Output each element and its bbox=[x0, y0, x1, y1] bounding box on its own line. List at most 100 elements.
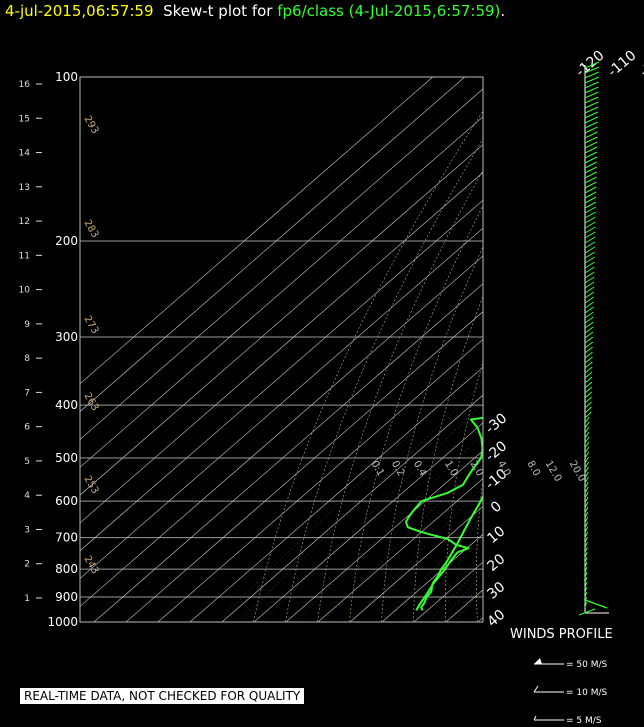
wind-barb bbox=[584, 161, 598, 169]
pressure-tick-label: 700 bbox=[55, 531, 78, 545]
isotherm-right-label: 30 bbox=[484, 579, 508, 603]
isotherm-right-label: -30 bbox=[483, 410, 511, 437]
wind-barb bbox=[584, 346, 593, 354]
wind-barb bbox=[584, 586, 588, 594]
isotherm-right-label: 10 bbox=[484, 523, 508, 547]
isotherm-line bbox=[125, 311, 483, 622]
wind-barb bbox=[584, 141, 598, 149]
wind-barb bbox=[584, 66, 600, 74]
dry-adiabat-line bbox=[563, 77, 644, 622]
wind-barb bbox=[584, 71, 599, 79]
isotherm-line bbox=[80, 77, 465, 412]
height-tick-label: 14 bbox=[19, 149, 31, 159]
height-tick-label: 9 bbox=[24, 320, 30, 330]
pressure-tick-label: 800 bbox=[55, 562, 78, 576]
wind-barb bbox=[584, 306, 594, 314]
isotherm-line bbox=[317, 478, 483, 622]
mixing-ratio-label: 2.0 bbox=[468, 459, 485, 478]
wind-barb bbox=[584, 566, 588, 574]
title-period: . bbox=[500, 2, 506, 20]
isotherm-line bbox=[157, 338, 483, 622]
isotherm-line bbox=[80, 88, 483, 440]
pressure-tick-label: 1000 bbox=[47, 615, 78, 629]
wind-barb bbox=[584, 541, 588, 549]
title-source: fp6/class (4-Jul-2015,6:57:59) bbox=[277, 2, 501, 20]
wind-barb bbox=[584, 251, 596, 259]
legend-pennant-flag bbox=[534, 658, 542, 664]
wind-barb bbox=[584, 241, 596, 249]
dry-adiabat-line bbox=[285, 138, 483, 622]
isotherm-line bbox=[285, 450, 483, 622]
isotherm-line bbox=[80, 255, 483, 607]
mixing-ratio-line bbox=[238, 382, 483, 622]
wind-barb bbox=[584, 451, 590, 459]
wind-barb bbox=[584, 436, 590, 444]
wind-barb bbox=[584, 496, 589, 504]
mixing-ratio-line bbox=[428, 563, 483, 622]
wind-barb bbox=[584, 281, 595, 289]
wind-barb bbox=[584, 316, 594, 324]
wind-barb bbox=[584, 551, 588, 559]
wind-barb bbox=[584, 181, 597, 189]
pressure-tick-label: 400 bbox=[55, 398, 78, 412]
wind-barb bbox=[584, 291, 595, 299]
wind-barb bbox=[584, 231, 596, 239]
height-tick-label: 6 bbox=[24, 423, 30, 433]
mixing-ratio-line bbox=[216, 362, 483, 622]
wind-barb bbox=[584, 391, 593, 399]
wind-barb bbox=[584, 261, 595, 269]
wind-barb bbox=[584, 456, 590, 464]
mixing-ratio-label: 8.0 bbox=[524, 459, 541, 478]
dry-adiabat-label: 293 bbox=[81, 114, 100, 136]
pressure-tick-label: 900 bbox=[55, 590, 78, 604]
wind-barb bbox=[584, 146, 598, 154]
wind-barb bbox=[584, 351, 593, 359]
wind-barb bbox=[578, 608, 596, 616]
isotherm-line bbox=[253, 422, 483, 622]
temperature-profile-line bbox=[420, 494, 483, 611]
wind-barb bbox=[584, 131, 598, 139]
height-tick-label: 16 bbox=[19, 80, 31, 90]
wind-barb bbox=[584, 486, 589, 494]
wind-barb bbox=[584, 476, 589, 484]
pressure-tick-label: 500 bbox=[55, 451, 78, 465]
wind-barb bbox=[584, 481, 589, 489]
height-tick-label: 1 bbox=[24, 594, 30, 604]
wind-barb bbox=[584, 201, 597, 209]
height-tick-label: 3 bbox=[24, 525, 30, 535]
wind-barb bbox=[584, 116, 598, 124]
height-tick-label: 2 bbox=[24, 560, 30, 570]
isotherm-line bbox=[80, 144, 483, 496]
isotherm-line bbox=[80, 199, 483, 552]
wind-barb bbox=[584, 106, 599, 114]
mixing-ratio-label: 0.1 bbox=[368, 459, 385, 478]
mixing-ratio-line bbox=[403, 537, 483, 622]
isotherm-right-label: 0 bbox=[488, 498, 505, 516]
wind-barb bbox=[584, 546, 588, 554]
mixing-ratio-label: 1.0 bbox=[442, 459, 459, 478]
wind-barb bbox=[584, 286, 595, 294]
wind-barb bbox=[584, 186, 597, 194]
dry-adiabat-line bbox=[445, 361, 483, 622]
wind-barb bbox=[584, 191, 597, 199]
wind-barb bbox=[584, 386, 593, 394]
height-tick-label: 13 bbox=[19, 183, 30, 193]
pressure-tick-label: 100 bbox=[55, 70, 78, 84]
wind-barb bbox=[584, 421, 590, 429]
plot-area bbox=[80, 77, 644, 622]
wind-barb bbox=[584, 221, 596, 229]
isotherm-line bbox=[381, 533, 483, 622]
isotherm-top-label: -100 bbox=[637, 48, 644, 81]
isotherm-line bbox=[221, 394, 483, 622]
wind-barb bbox=[584, 236, 596, 244]
title-plot-label: Skew-t plot for bbox=[163, 2, 273, 20]
height-tick-label: 7 bbox=[24, 388, 30, 398]
dry-adiabat-line bbox=[506, 77, 638, 622]
wind-legend-label: = 10 M/S bbox=[566, 688, 608, 698]
wind-barb bbox=[584, 86, 599, 94]
wind-barb bbox=[584, 206, 597, 214]
dry-adiabat-label: 253 bbox=[81, 474, 100, 496]
wind-barb bbox=[584, 126, 598, 134]
mixing-ratio-line bbox=[417, 551, 483, 622]
